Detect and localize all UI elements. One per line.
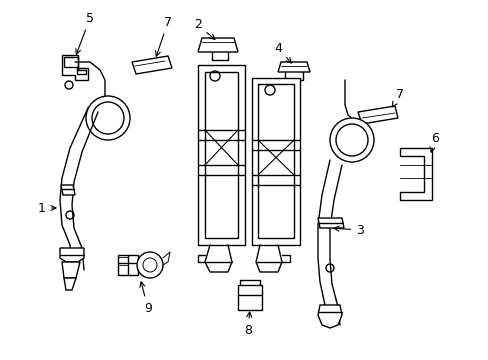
Polygon shape <box>317 218 343 228</box>
Text: 8: 8 <box>244 312 251 337</box>
Circle shape <box>86 96 130 140</box>
Polygon shape <box>60 248 84 262</box>
Text: 1: 1 <box>38 202 56 215</box>
Polygon shape <box>198 65 244 245</box>
Polygon shape <box>357 106 397 124</box>
Text: 4: 4 <box>273 41 291 63</box>
Text: 6: 6 <box>429 131 438 152</box>
Polygon shape <box>132 56 172 74</box>
Text: 3: 3 <box>333 224 363 237</box>
Polygon shape <box>278 62 309 72</box>
Polygon shape <box>62 262 80 278</box>
Text: 9: 9 <box>140 282 152 315</box>
Circle shape <box>137 252 163 278</box>
Polygon shape <box>64 57 77 67</box>
Polygon shape <box>64 278 76 290</box>
Text: 2: 2 <box>194 18 215 39</box>
Text: 5: 5 <box>76 12 94 54</box>
Circle shape <box>329 118 373 162</box>
Polygon shape <box>62 55 88 80</box>
Polygon shape <box>238 285 262 310</box>
Polygon shape <box>61 185 75 195</box>
Text: 7: 7 <box>155 15 172 56</box>
Text: 7: 7 <box>391 89 403 107</box>
Polygon shape <box>317 305 341 328</box>
Polygon shape <box>251 78 299 245</box>
Polygon shape <box>198 38 238 52</box>
Polygon shape <box>399 148 431 200</box>
Polygon shape <box>118 255 138 275</box>
